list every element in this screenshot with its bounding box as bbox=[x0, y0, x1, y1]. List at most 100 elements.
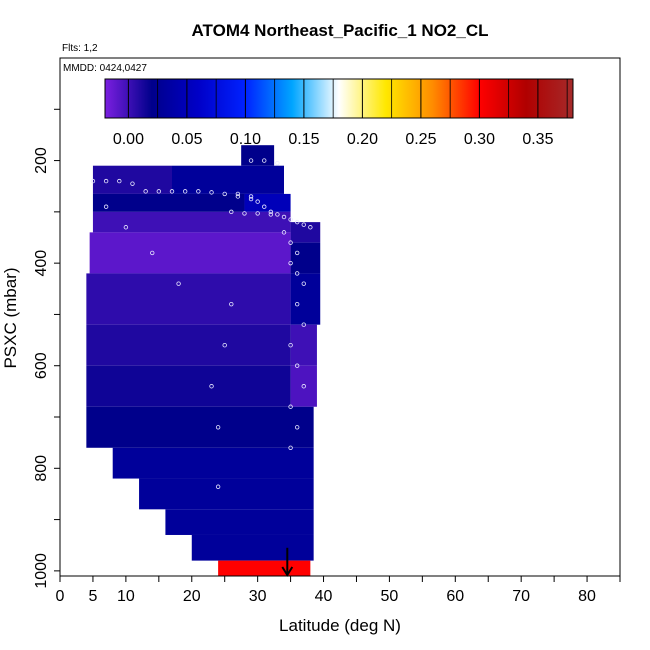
heatmap-cell bbox=[86, 406, 314, 448]
colorbar bbox=[104, 78, 574, 119]
y-tick-label: 200 bbox=[33, 147, 50, 174]
heatmap-cell bbox=[92, 211, 291, 233]
track-point bbox=[117, 178, 122, 184]
heatmap-cell bbox=[290, 242, 321, 274]
track-point bbox=[268, 209, 274, 215]
heatmap-cell bbox=[244, 193, 291, 212]
track-point bbox=[235, 191, 241, 197]
colorbar-ticks: 0.00 0.05 0.10 0.15 0.20 0.25 0.30 0.35 bbox=[113, 79, 568, 148]
y-tick-label: 1000 bbox=[33, 553, 50, 589]
heatmap-cell bbox=[191, 534, 314, 561]
track-point bbox=[103, 178, 109, 184]
x-axis: 0 5 10 20 30 40 50 60 70 80 bbox=[56, 576, 621, 605]
heatmap-cell bbox=[165, 509, 314, 535]
chart-title: ATOM4 Northeast_Pacific_1 NO2_CL bbox=[192, 21, 489, 40]
heatmap-cell bbox=[86, 365, 291, 407]
track-point bbox=[215, 484, 221, 489]
x-tick-label: 5 bbox=[88, 588, 97, 605]
track-point bbox=[288, 404, 293, 409]
track-point bbox=[229, 209, 234, 215]
heatmap-cell bbox=[89, 232, 291, 274]
flights-annotation: Flts: 1,2 bbox=[62, 43, 98, 54]
track-point bbox=[294, 271, 300, 276]
track-point bbox=[301, 222, 306, 227]
x-tick-label: 10 bbox=[117, 588, 135, 605]
track-point bbox=[222, 343, 227, 348]
track-point bbox=[301, 384, 306, 389]
track-point bbox=[281, 214, 287, 220]
heatmap-cell bbox=[139, 478, 314, 510]
track-point bbox=[275, 212, 280, 217]
track-point bbox=[288, 240, 293, 245]
heatmap-cell bbox=[218, 560, 311, 576]
heatmap-cells bbox=[86, 145, 321, 576]
track-point bbox=[308, 225, 313, 230]
track-point bbox=[209, 384, 214, 389]
track-point bbox=[123, 225, 129, 230]
track-point bbox=[288, 343, 293, 348]
track-point bbox=[288, 217, 293, 222]
y-tick-label: 400 bbox=[33, 250, 50, 277]
heatmap-cell bbox=[290, 365, 317, 407]
colorbar-tick-label: 0.00 bbox=[113, 131, 144, 148]
track-point bbox=[294, 219, 300, 225]
track-point bbox=[130, 181, 135, 186]
marker-arrow-head bbox=[281, 566, 294, 577]
flight-track-points bbox=[90, 158, 313, 489]
heatmap-cell bbox=[241, 145, 275, 166]
track-point bbox=[169, 189, 175, 194]
track-point bbox=[288, 445, 293, 450]
y-tick-label: 800 bbox=[33, 455, 50, 482]
track-point bbox=[255, 211, 260, 216]
heatmap-cell bbox=[172, 165, 284, 194]
y-axis-label: PSXC (mbar) bbox=[1, 267, 20, 368]
heatmap-cell bbox=[86, 273, 291, 325]
latitude-marker bbox=[281, 547, 294, 577]
track-point bbox=[288, 260, 293, 266]
colorbar-tick-label: 0.15 bbox=[288, 131, 319, 148]
colorbar-tick-label: 0.10 bbox=[230, 131, 261, 148]
x-tick-label: 80 bbox=[578, 588, 596, 605]
heatmap-cell bbox=[86, 324, 291, 366]
heatmap-cell bbox=[290, 324, 317, 366]
track-point bbox=[301, 281, 306, 286]
track-point bbox=[262, 158, 267, 163]
track-point bbox=[182, 189, 188, 194]
track-point bbox=[235, 194, 241, 199]
track-point bbox=[294, 250, 300, 256]
track-point bbox=[90, 178, 96, 184]
track-point bbox=[209, 190, 214, 195]
track-point bbox=[229, 301, 234, 307]
y-axis: 200 400 600 800 1000 bbox=[33, 108, 60, 589]
track-point bbox=[268, 212, 274, 217]
track-point bbox=[248, 196, 254, 202]
heatmap-cell bbox=[112, 447, 314, 479]
x-tick-label: 40 bbox=[315, 588, 333, 605]
x-tick-label: 0 bbox=[56, 588, 65, 605]
dates-annotation: MMDD: 0424,0427 bbox=[63, 63, 147, 74]
y-tick-label: 600 bbox=[33, 352, 50, 379]
colorbar-tick-label: 0.35 bbox=[522, 131, 553, 148]
track-point bbox=[294, 301, 300, 307]
track-point bbox=[248, 158, 254, 163]
colorbar-tick-label: 0.20 bbox=[347, 131, 378, 148]
track-point bbox=[143, 189, 148, 194]
track-point bbox=[150, 250, 155, 256]
x-tick-label: 20 bbox=[183, 588, 201, 605]
track-point bbox=[242, 211, 247, 216]
colorbar-tick-label: 0.25 bbox=[405, 131, 436, 148]
plot-frame bbox=[59, 57, 621, 577]
x-tick-label: 70 bbox=[512, 588, 530, 605]
track-point bbox=[176, 281, 181, 286]
track-point bbox=[196, 189, 201, 194]
track-point bbox=[215, 425, 221, 430]
colorbar-tick-label: 0.05 bbox=[171, 131, 202, 148]
x-tick-label: 30 bbox=[249, 588, 267, 605]
heatmap-cell bbox=[290, 273, 321, 325]
track-point bbox=[222, 191, 227, 197]
x-tick-label: 50 bbox=[381, 588, 399, 605]
track-point bbox=[248, 194, 254, 199]
colorbar-tick-label: 0.30 bbox=[464, 131, 495, 148]
track-point bbox=[281, 230, 287, 235]
track-point bbox=[294, 425, 300, 430]
